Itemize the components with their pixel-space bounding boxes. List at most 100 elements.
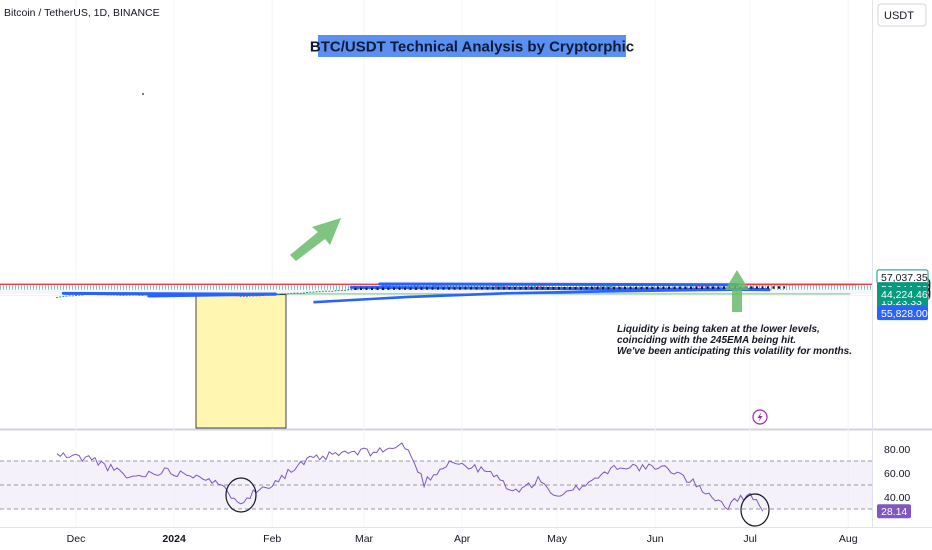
- candle-body: [128, 294, 131, 296]
- accumulation-zone[interactable]: [195, 294, 287, 429]
- candle: [340, 289, 343, 291]
- candle-body: [533, 285, 536, 287]
- price-pane[interactable]: [0, 0, 872, 428]
- candle: [344, 289, 347, 291]
- candle: [328, 290, 331, 292]
- arrow-up-icon[interactable]: [725, 270, 749, 312]
- title-banner[interactable]: BTC/USDT Technical Analysis by Cryptorph…: [310, 35, 634, 57]
- candle: [714, 286, 717, 288]
- candle-body: [695, 285, 698, 287]
- rsi-low-circle-jan[interactable]: [225, 477, 257, 513]
- candle: [530, 286, 533, 288]
- candle: [245, 296, 248, 298]
- candle-body: [337, 290, 340, 291]
- candle: [306, 291, 309, 293]
- candle-body: [325, 290, 328, 292]
- candle-body: [75, 294, 77, 296]
- candle: [527, 286, 530, 288]
- candle: [65, 295, 68, 297]
- candle-body: [245, 296, 248, 298]
- candle-body: [714, 287, 717, 288]
- rsi-tick-label: 80.00: [884, 444, 910, 456]
- candle-body: [350, 289, 353, 291]
- price-scale[interactable]: 84,000.0076,000.0067,000.0063,000.0052,0…: [876, 269, 931, 519]
- candle: [540, 286, 543, 288]
- candle: [350, 289, 353, 291]
- candle-body: [499, 285, 502, 287]
- time-tick-label: Jun: [647, 533, 664, 545]
- candle: [337, 290, 340, 291]
- candle: [302, 292, 305, 294]
- candle: [356, 288, 359, 290]
- rsi-tick-label: 60.00: [884, 468, 910, 480]
- dot-marker: [142, 93, 144, 95]
- rsi-line[interactable]: [56, 442, 764, 512]
- price-tag[interactable]: 55,828.00: [877, 306, 928, 321]
- candle-body: [125, 294, 128, 296]
- candle-body: [306, 292, 309, 293]
- candle-body: [318, 291, 321, 293]
- candle-body: [381, 285, 384, 287]
- price-tag-label: 55,828.00: [881, 308, 928, 320]
- candle: [321, 290, 324, 292]
- candle: [603, 286, 606, 288]
- time-axis[interactable]: Dec 2024 Feb Mar Apr May Jun Jul Aug: [67, 533, 858, 545]
- dotted-neckline[interactable]: [354, 286, 785, 291]
- candle: [347, 289, 350, 291]
- candle-body: [413, 285, 416, 287]
- candle: [309, 291, 312, 293]
- upper-trendline[interactable]: [378, 282, 739, 287]
- candle-body: [81, 294, 84, 296]
- candle: [62, 295, 65, 298]
- currency-button[interactable]: USDT: [877, 3, 927, 27]
- annotation-text[interactable]: Liquidity is being taken at the lower le…: [617, 324, 852, 357]
- candle-body: [328, 290, 331, 292]
- candle-body: [116, 294, 119, 296]
- candle-body: [283, 293, 286, 295]
- candle: [698, 286, 701, 287]
- candle-body: [255, 295, 258, 297]
- candle-body: [495, 285, 498, 287]
- candle: [293, 292, 296, 294]
- candle-body: [287, 293, 290, 295]
- rsi-current-bg: [877, 504, 911, 519]
- candle-body: [321, 291, 324, 292]
- time-tick-label: 2024: [162, 533, 186, 545]
- candle-body: [56, 297, 59, 298]
- rsi-low-circle-jul[interactable]: [740, 493, 770, 527]
- candle-body: [302, 292, 305, 294]
- price-tag-label: 44,224.46: [881, 289, 928, 301]
- candle: [312, 291, 315, 293]
- candle-body: [347, 289, 350, 291]
- candle-body: [65, 295, 68, 297]
- candle-body: [293, 292, 296, 294]
- triangle-lower-line[interactable]: [147, 292, 277, 298]
- rsi-tick-label: 40.00: [884, 492, 910, 504]
- candle-body: [280, 293, 283, 295]
- arrow-up-right-icon[interactable]: [290, 218, 341, 261]
- price-tag[interactable]: 44,224.46: [877, 287, 928, 302]
- candle-body: [752, 287, 755, 289]
- candle-body: [594, 286, 597, 288]
- candle-body: [119, 294, 122, 296]
- rsi-current-label: 28.14: [881, 506, 907, 518]
- candle: [277, 294, 280, 296]
- rsi-current-tag[interactable]: 28.14: [877, 504, 911, 519]
- candle-body: [692, 285, 695, 287]
- candle-body: [62, 296, 65, 298]
- lightning-icon[interactable]: [752, 409, 768, 425]
- candle: [600, 286, 603, 288]
- candle-body: [277, 294, 280, 296]
- time-tick-label: Dec: [67, 533, 86, 545]
- candle: [331, 290, 334, 292]
- candle: [315, 291, 318, 293]
- candle: [707, 286, 710, 288]
- time-tick-label: Feb: [263, 533, 281, 545]
- candle: [280, 293, 283, 295]
- candle: [290, 293, 293, 295]
- candle-body: [290, 293, 293, 295]
- annotation-line-3: We've been anticipating this volatility …: [617, 346, 852, 357]
- candle-body: [537, 285, 540, 287]
- currency-button-label: USDT: [884, 10, 914, 22]
- price-tag[interactable]: 57,037.35: [876, 269, 929, 285]
